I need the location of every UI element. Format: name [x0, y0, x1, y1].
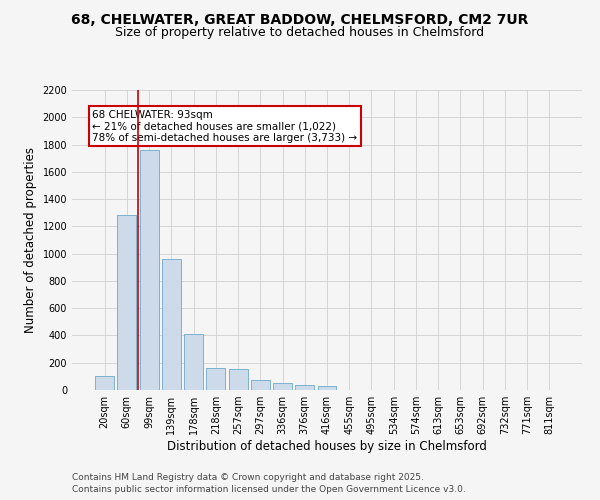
Text: Contains HM Land Registry data © Crown copyright and database right 2025.: Contains HM Land Registry data © Crown c… [72, 472, 424, 482]
Bar [95, 376, 114, 390]
Bar [273, 383, 292, 390]
Text: Contains public sector information licensed under the Open Government Licence v3: Contains public sector information licen… [72, 485, 466, 494]
Bar [229, 369, 248, 390]
Bar [162, 259, 181, 390]
Y-axis label: Number of detached properties: Number of detached properties [24, 147, 37, 333]
Bar [184, 334, 203, 390]
Bar [317, 386, 337, 390]
Bar [118, 216, 136, 390]
Bar [140, 150, 158, 390]
Bar [206, 368, 225, 390]
Bar [295, 384, 314, 390]
Text: 68, CHELWATER, GREAT BADDOW, CHELMSFORD, CM2 7UR: 68, CHELWATER, GREAT BADDOW, CHELMSFORD,… [71, 12, 529, 26]
Bar [251, 380, 270, 390]
Text: Size of property relative to detached houses in Chelmsford: Size of property relative to detached ho… [115, 26, 485, 39]
X-axis label: Distribution of detached houses by size in Chelmsford: Distribution of detached houses by size … [167, 440, 487, 453]
Text: 68 CHELWATER: 93sqm
← 21% of detached houses are smaller (1,022)
78% of semi-det: 68 CHELWATER: 93sqm ← 21% of detached ho… [92, 110, 358, 142]
